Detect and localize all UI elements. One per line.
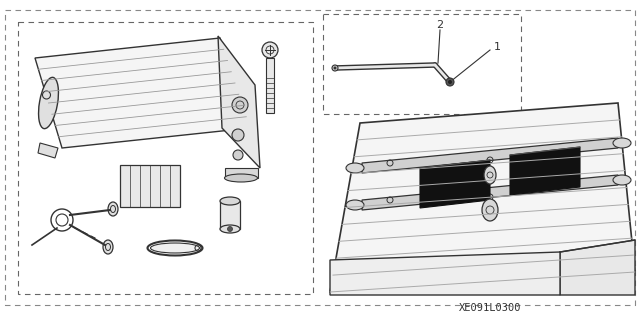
- Circle shape: [446, 78, 454, 86]
- Circle shape: [232, 97, 248, 113]
- Text: 1: 1: [493, 42, 500, 52]
- Text: 2: 2: [436, 20, 444, 30]
- Ellipse shape: [220, 225, 240, 233]
- Ellipse shape: [150, 243, 200, 253]
- Ellipse shape: [108, 202, 118, 216]
- Circle shape: [448, 80, 452, 84]
- Polygon shape: [362, 175, 618, 210]
- Circle shape: [227, 226, 232, 232]
- Bar: [120, 165, 180, 207]
- Bar: [18, 22, 313, 294]
- Bar: [220, 201, 240, 229]
- Polygon shape: [420, 160, 490, 208]
- Circle shape: [233, 150, 243, 160]
- Circle shape: [332, 65, 338, 71]
- Ellipse shape: [482, 199, 498, 221]
- Ellipse shape: [225, 174, 257, 182]
- Ellipse shape: [613, 138, 631, 148]
- Ellipse shape: [346, 163, 364, 173]
- Ellipse shape: [38, 77, 58, 129]
- Polygon shape: [362, 138, 618, 173]
- Polygon shape: [330, 103, 635, 292]
- Bar: [323, 14, 521, 114]
- Ellipse shape: [220, 197, 240, 205]
- Polygon shape: [510, 147, 580, 195]
- Ellipse shape: [103, 240, 113, 254]
- Polygon shape: [218, 36, 260, 168]
- Text: XE091L0300: XE091L0300: [459, 303, 521, 313]
- Circle shape: [262, 42, 278, 58]
- Circle shape: [232, 129, 244, 141]
- Polygon shape: [35, 38, 250, 148]
- Circle shape: [333, 66, 337, 70]
- Polygon shape: [225, 168, 258, 178]
- Bar: [266, 58, 274, 113]
- Polygon shape: [38, 143, 58, 158]
- Ellipse shape: [346, 200, 364, 210]
- Polygon shape: [560, 240, 635, 295]
- Polygon shape: [330, 252, 560, 295]
- Ellipse shape: [484, 166, 496, 184]
- Ellipse shape: [613, 175, 631, 185]
